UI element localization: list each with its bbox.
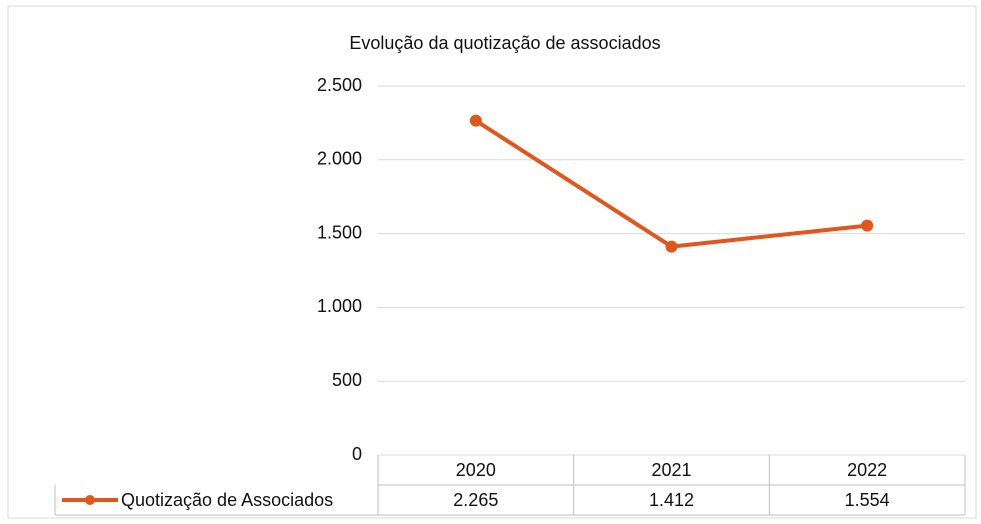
y-tick-label: 2.500: [317, 75, 362, 95]
legend-label: Quotização de Associados: [121, 490, 333, 510]
table-value: 1.412: [649, 490, 694, 510]
y-tick-label: 1.500: [317, 222, 362, 242]
chart-title: Evolução da quotização de associados: [349, 33, 660, 53]
table-value: 2.265: [453, 490, 498, 510]
table-value: 1.554: [845, 490, 890, 510]
x-tick-label: 2022: [847, 460, 887, 480]
legend-marker: [85, 495, 95, 505]
x-tick-label: 2021: [651, 460, 691, 480]
chart-frame: [7, 5, 977, 519]
data-point: [665, 240, 678, 253]
x-tick-label: 2020: [456, 460, 496, 480]
data-point: [861, 219, 874, 232]
y-tick-label: 2.000: [317, 149, 362, 169]
data-point: [469, 114, 482, 127]
y-tick-label: 500: [332, 370, 362, 390]
y-tick-label: 1.000: [317, 296, 362, 316]
y-tick-label: 0: [352, 444, 362, 464]
